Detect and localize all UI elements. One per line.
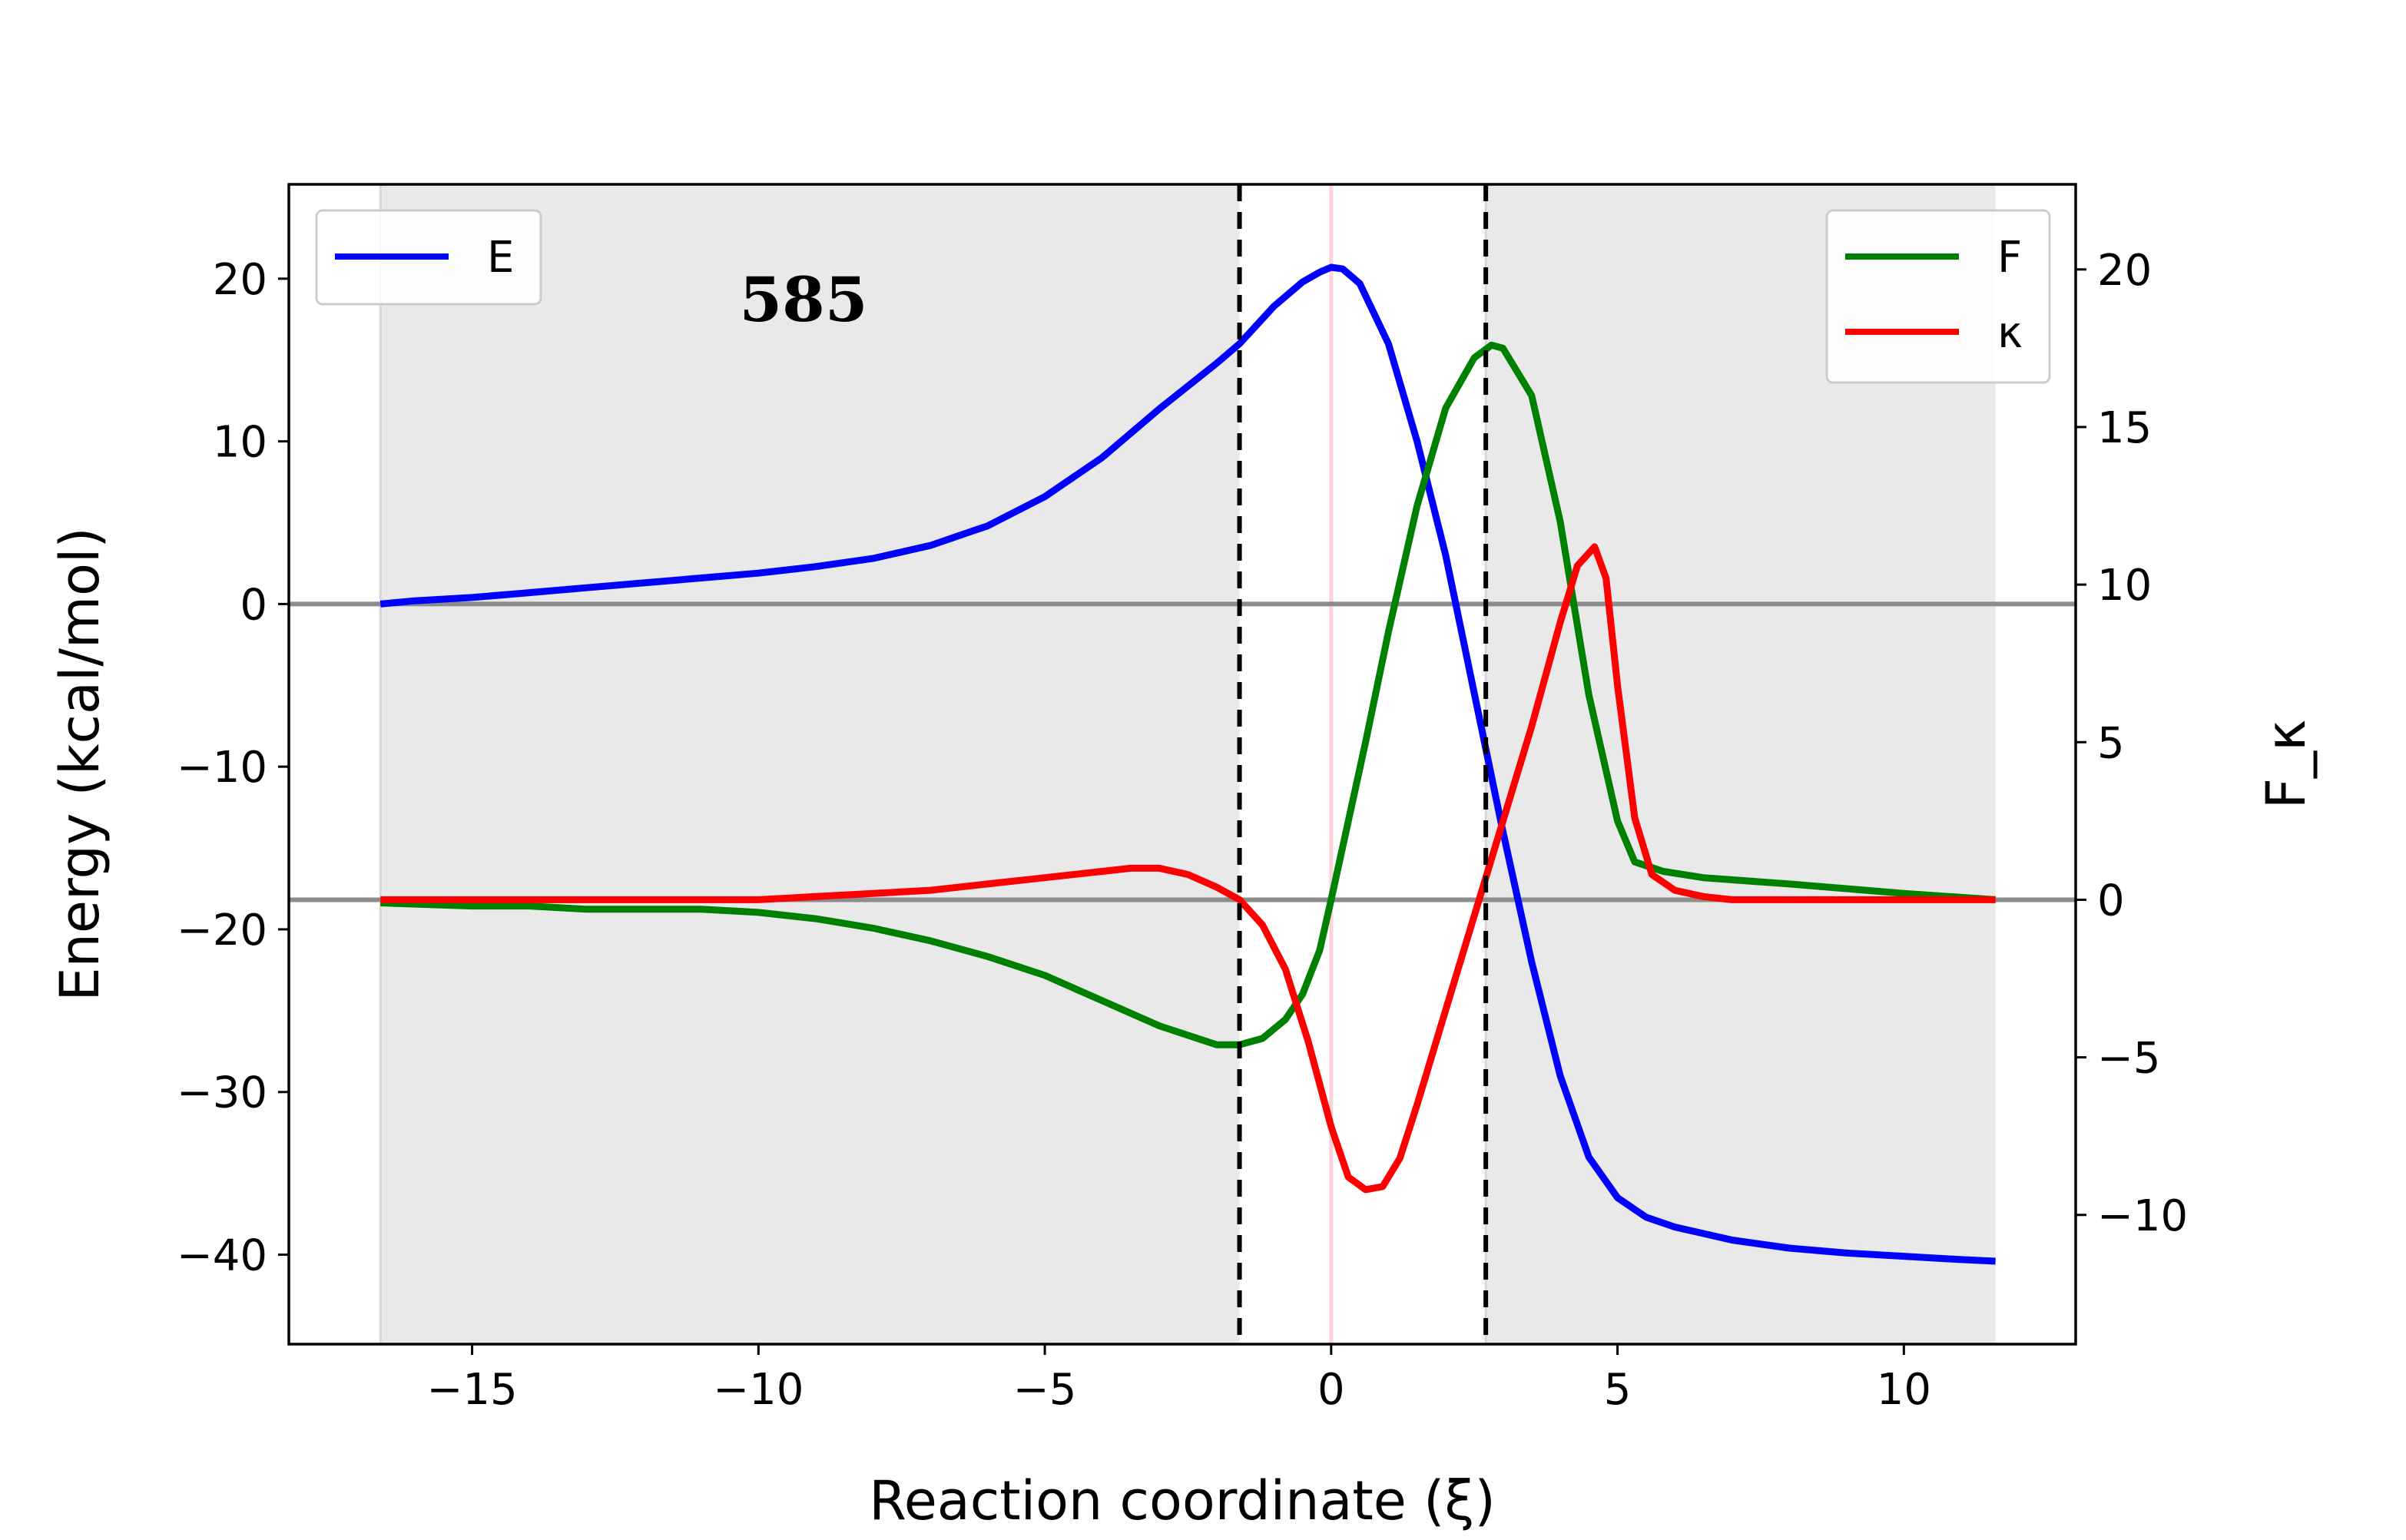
legend-label-f: F (1997, 233, 2022, 283)
x-tick-label: 5 (1604, 1365, 1632, 1415)
legend-left: E (315, 209, 542, 306)
y2-tick-label: 5 (2097, 718, 2125, 768)
x-axis-label: Reaction coordinate (ξ) (869, 1469, 1496, 1532)
series-lines (379, 263, 1996, 1265)
y-tick-label: 0 (240, 580, 267, 630)
y2-tick-label: 0 (2097, 876, 2125, 926)
legend-right: F κ (1825, 209, 2051, 384)
y-tick-label: −40 (177, 1231, 267, 1281)
x-axis-ticks: −15 −10 −5 0 5 10 (426, 1344, 1931, 1415)
y2-tick-label: −10 (2097, 1191, 2188, 1241)
annotation-label: 585 (740, 263, 868, 336)
series-line-kappa (380, 543, 1996, 1194)
y-tick-label: 10 (213, 418, 267, 468)
y2-tick-label: −5 (2097, 1034, 2161, 1084)
x-tick-label: −15 (426, 1365, 517, 1415)
y2-axis-label: F_κ (2255, 720, 2318, 810)
x-tick-label: 0 (1317, 1365, 1345, 1415)
x-tick-label: −10 (713, 1365, 804, 1415)
y-axis-label: Energy (kcal/mol) (48, 527, 111, 1001)
series-line-f (380, 341, 1996, 1048)
y-tick-label: −20 (177, 906, 267, 955)
y2-axis-ticks: 20 15 10 5 0 −5 −10 (2076, 246, 2188, 1241)
y-tick-label: −10 (177, 743, 267, 793)
y-axis-ticks: 20 10 0 −10 −20 −30 −40 (177, 255, 289, 1281)
y2-tick-label: 10 (2097, 561, 2152, 611)
y-tick-label: 20 (213, 255, 267, 305)
legend-label-e: E (487, 233, 514, 283)
x-tick-label: 10 (1877, 1365, 1931, 1415)
x-tick-label: −5 (1013, 1365, 1077, 1415)
plot-frame (287, 183, 2077, 1346)
y2-tick-label: 20 (2097, 246, 2152, 296)
legend-label-kappa: κ (1997, 308, 2023, 358)
shaded-region-0 (380, 184, 1240, 1344)
y2-tick-label: 15 (2097, 403, 2152, 453)
plot-area-background (289, 184, 2076, 1344)
y-tick-label: −30 (177, 1068, 267, 1118)
series-line-e (379, 263, 1996, 1265)
